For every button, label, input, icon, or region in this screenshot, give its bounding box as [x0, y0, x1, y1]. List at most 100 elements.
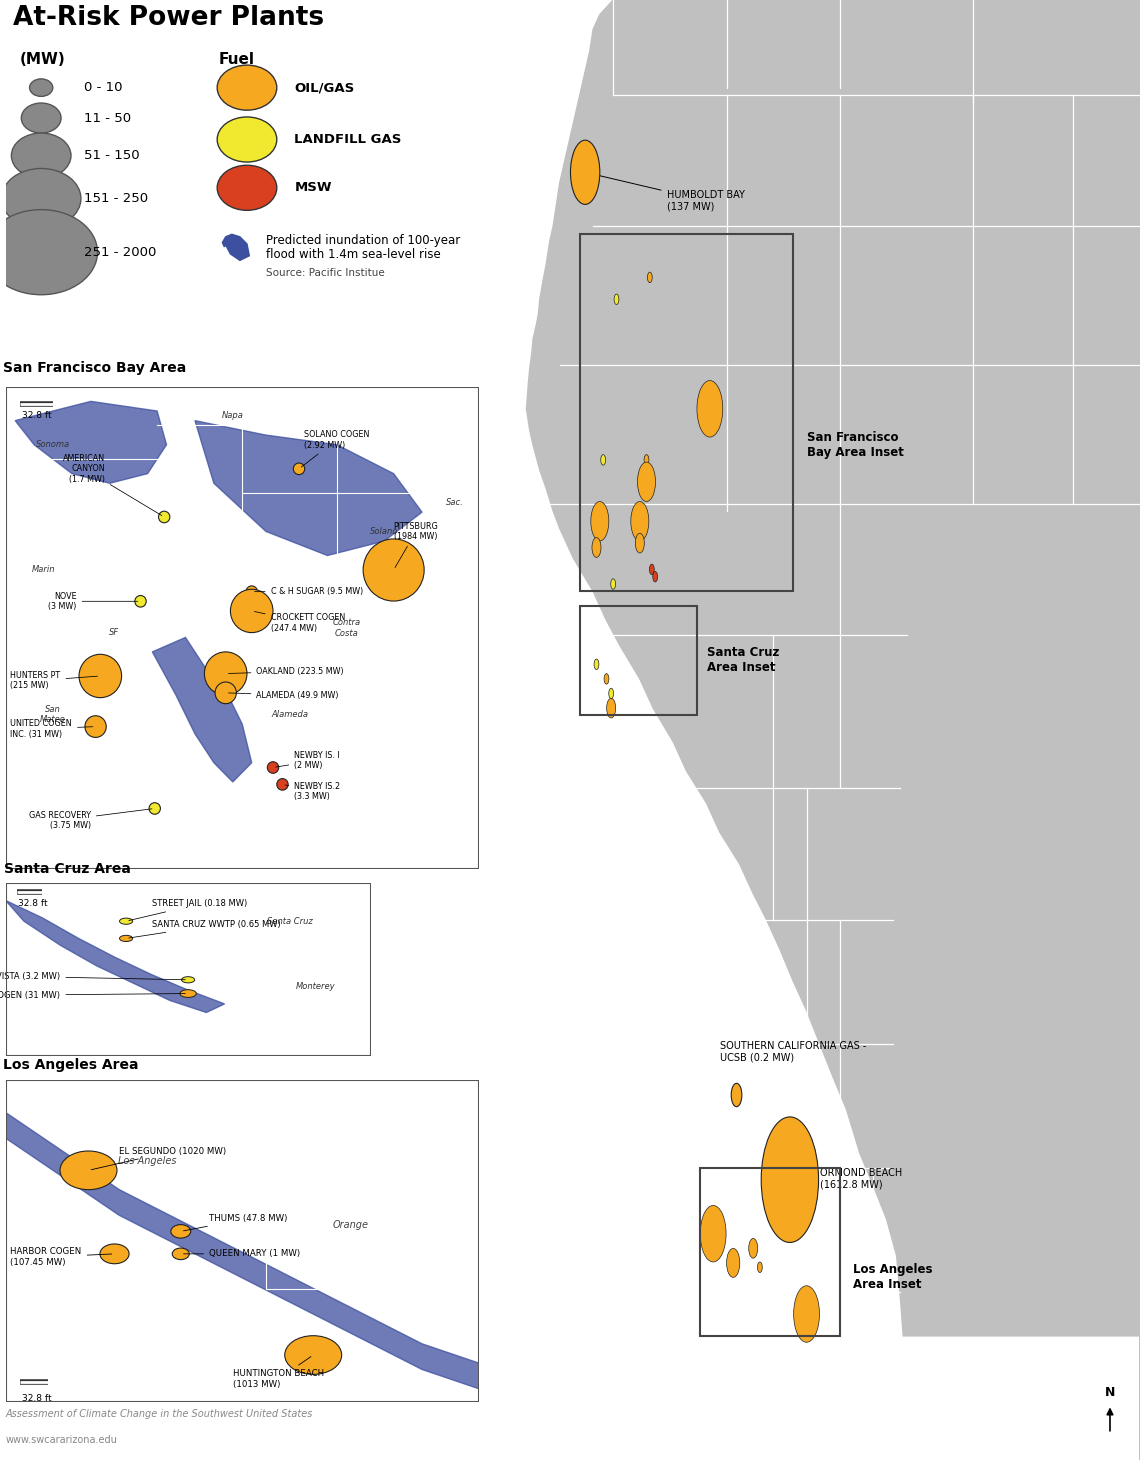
- Text: Sonoma: Sonoma: [36, 441, 70, 450]
- Circle shape: [293, 463, 304, 474]
- Circle shape: [172, 1248, 189, 1260]
- Text: www.swcararizona.edu: www.swcararizona.edu: [6, 1435, 117, 1445]
- Text: THUMS (47.8 MW): THUMS (47.8 MW): [184, 1215, 287, 1231]
- Text: 11 - 50: 11 - 50: [83, 111, 131, 124]
- Circle shape: [697, 381, 723, 437]
- Circle shape: [700, 1206, 726, 1261]
- Circle shape: [650, 564, 654, 575]
- Circle shape: [606, 698, 616, 718]
- Text: NEWBY IS.2
(3.3 MW): NEWBY IS.2 (3.3 MW): [285, 783, 341, 802]
- Text: Alameda: Alameda: [271, 710, 308, 718]
- Circle shape: [230, 590, 272, 632]
- Circle shape: [218, 117, 277, 162]
- Circle shape: [592, 537, 601, 558]
- Text: Los Angeles: Los Angeles: [119, 1156, 177, 1165]
- Text: Sac.: Sac.: [446, 498, 464, 507]
- Text: SANTA CRUZ WWTP (0.65 MW): SANTA CRUZ WWTP (0.65 MW): [129, 920, 280, 937]
- Circle shape: [149, 803, 161, 815]
- Circle shape: [635, 533, 644, 553]
- Circle shape: [637, 461, 656, 502]
- Text: Los Angeles Area: Los Angeles Area: [3, 1058, 139, 1072]
- Text: ALAMEDA (49.9 MW): ALAMEDA (49.9 MW): [228, 691, 339, 699]
- Circle shape: [277, 778, 288, 790]
- Text: GAS RECOVERY
(3.75 MW): GAS RECOVERY (3.75 MW): [28, 809, 152, 831]
- Bar: [700, 1168, 840, 1336]
- Text: 0 - 10: 0 - 10: [83, 82, 122, 93]
- Text: LANDFILL GAS: LANDFILL GAS: [294, 133, 401, 146]
- Circle shape: [757, 1261, 763, 1273]
- Circle shape: [22, 104, 62, 133]
- Circle shape: [218, 165, 277, 210]
- Text: NEWBY IS. I
(2 MW): NEWBY IS. I (2 MW): [276, 750, 340, 769]
- Circle shape: [100, 1244, 129, 1264]
- Circle shape: [215, 682, 236, 704]
- Circle shape: [171, 1225, 190, 1238]
- Text: Marin: Marin: [32, 565, 56, 574]
- Circle shape: [611, 578, 616, 590]
- Circle shape: [644, 454, 649, 466]
- Circle shape: [762, 1117, 819, 1242]
- Text: PITTSBURG
(1984 MW): PITTSBURG (1984 MW): [393, 521, 439, 568]
- Text: Monterey: Monterey: [296, 983, 335, 991]
- Text: Los Angeles
Area Inset: Los Angeles Area Inset: [853, 1263, 933, 1292]
- Text: HARBOR COGEN
(107.45 MW): HARBOR COGEN (107.45 MW): [10, 1247, 112, 1267]
- Text: Napa: Napa: [222, 412, 244, 420]
- Circle shape: [267, 762, 278, 774]
- Text: WATSONVILLE COGEN (31 MW): WATSONVILLE COGEN (31 MW): [0, 991, 186, 1000]
- Circle shape: [570, 140, 600, 204]
- Text: 32.8 ft: 32.8 ft: [23, 410, 52, 420]
- Text: San
Mateo: San Mateo: [40, 705, 66, 724]
- Text: 151 - 250: 151 - 250: [83, 193, 148, 204]
- Circle shape: [749, 1238, 758, 1259]
- Text: SOUTHERN CALIFORNIA GAS -
UCSB (0.2 MW): SOUTHERN CALIFORNIA GAS - UCSB (0.2 MW): [719, 1041, 866, 1063]
- Text: UNITED COGEN
INC. (31 MW): UNITED COGEN INC. (31 MW): [10, 720, 92, 739]
- Circle shape: [648, 272, 652, 283]
- Circle shape: [246, 585, 258, 597]
- Text: 32.8 ft: 32.8 ft: [23, 1393, 52, 1403]
- Circle shape: [285, 1336, 342, 1374]
- Text: 51 - 150: 51 - 150: [83, 149, 139, 162]
- Bar: [580, 606, 697, 715]
- Text: Santa Cruz Area: Santa Cruz Area: [3, 863, 131, 876]
- Bar: [580, 234, 793, 591]
- Text: STREET JAIL (0.18 MW): STREET JAIL (0.18 MW): [129, 899, 247, 921]
- Text: At-Risk Power Plants: At-Risk Power Plants: [13, 6, 324, 31]
- Circle shape: [0, 210, 98, 295]
- Polygon shape: [527, 0, 1140, 1460]
- Text: NOVE
(3 MW): NOVE (3 MW): [48, 591, 138, 610]
- Polygon shape: [222, 234, 250, 260]
- Circle shape: [726, 1248, 740, 1278]
- Polygon shape: [6, 883, 370, 1056]
- Circle shape: [218, 66, 277, 110]
- Circle shape: [653, 571, 658, 583]
- Polygon shape: [15, 402, 166, 483]
- Polygon shape: [6, 1080, 479, 1402]
- Text: MSW: MSW: [294, 181, 332, 194]
- Text: Assessment of Climate Change in the Southwest United States: Assessment of Climate Change in the Sout…: [6, 1409, 314, 1419]
- Circle shape: [630, 502, 649, 542]
- Text: ORMOND BEACH
(1612.8 MW): ORMOND BEACH (1612.8 MW): [792, 1168, 902, 1190]
- Circle shape: [79, 654, 122, 698]
- Text: QUEEN MARY (1 MW): QUEEN MARY (1 MW): [184, 1250, 300, 1259]
- Circle shape: [11, 133, 71, 178]
- Polygon shape: [6, 1113, 479, 1388]
- Polygon shape: [6, 901, 225, 1013]
- Text: flood with 1.4m sea-level rise: flood with 1.4m sea-level rise: [266, 248, 441, 261]
- Circle shape: [30, 79, 52, 96]
- Circle shape: [594, 658, 599, 670]
- Text: OIL/GAS: OIL/GAS: [294, 82, 355, 93]
- Polygon shape: [473, 0, 903, 1336]
- Circle shape: [793, 1286, 820, 1342]
- Text: SOLANO COGEN
(2.92 MW): SOLANO COGEN (2.92 MW): [301, 431, 369, 467]
- Circle shape: [204, 651, 247, 695]
- Polygon shape: [153, 638, 252, 783]
- Circle shape: [604, 673, 609, 685]
- Circle shape: [1, 168, 81, 229]
- Circle shape: [135, 596, 146, 607]
- Circle shape: [180, 990, 196, 997]
- Polygon shape: [123, 416, 195, 688]
- Text: Contra
Costa: Contra Costa: [332, 618, 360, 638]
- Text: Source: Pacific Institue: Source: Pacific Institue: [266, 267, 384, 277]
- Polygon shape: [133, 686, 157, 749]
- Circle shape: [181, 977, 195, 983]
